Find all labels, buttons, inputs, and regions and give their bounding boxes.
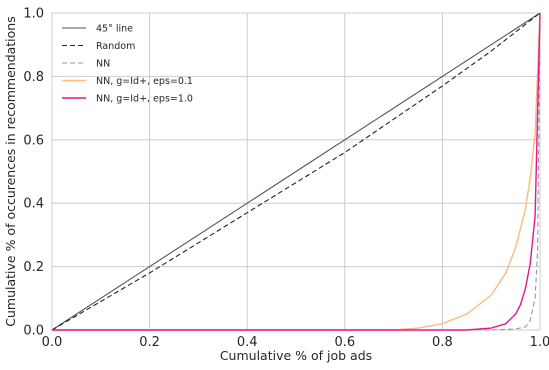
x-tick-label: 0.8 [432,335,453,350]
y-tick-label: 0.4 [23,197,44,212]
series-line [52,12,541,331]
series-line [52,12,541,331]
x-tick-label: 0.2 [139,335,160,350]
x-tick-label: 0.0 [42,335,63,350]
series-layer [51,12,541,331]
legend: 45° line Random NN NN, g=Id+, eps=0.1 NN, g=… [62,24,193,105]
series-line [51,12,541,331]
legend-label: 45° line [96,24,133,35]
x-tick-label: 0.4 [237,335,258,350]
series-line [51,12,541,331]
x-tick-label: 1.0 [530,335,549,350]
y-tick-label: 0.0 [23,324,44,339]
legend-label: Random [96,41,135,52]
y-tick-label: 0.8 [23,70,44,85]
x-axis-title: Cumulative % of job ads [220,348,372,363]
legend-label: NN, g=Id+, eps=0.1 [96,76,193,87]
tick-layer: 0.0 0.2 0.4 0.6 0.8 1.0 0.0 0.2 0.4 0.6 0.8 1.0 [23,7,549,351]
legend-label: NN [96,59,110,70]
y-tick-label: 1.0 [23,7,44,22]
y-axis-title: Cumulative % of occurences in recommenda… [3,16,18,327]
y-tick-label: 0.6 [23,133,44,148]
series-line [52,12,541,331]
legend-label: NN, g=Id+, eps=1.0 [96,94,193,105]
y-tick-label: 0.2 [23,260,44,275]
x-tick-label: 0.6 [334,335,355,350]
